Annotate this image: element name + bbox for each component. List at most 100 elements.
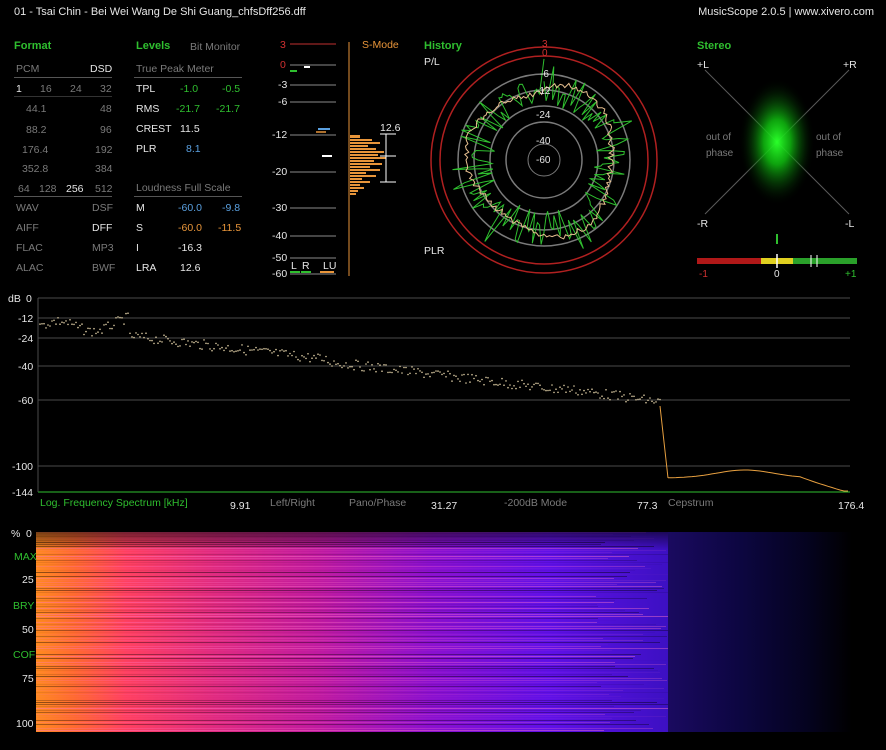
spectrogram-line	[36, 572, 630, 573]
spectrum-dot	[301, 354, 303, 357]
spectrogram-line	[36, 730, 604, 731]
dsd-label: DSD	[90, 63, 113, 75]
spectrum-dot	[125, 312, 127, 315]
spectrum-dot	[59, 323, 61, 325]
spectrum-dot	[637, 398, 639, 401]
spectrum-dot	[239, 349, 241, 351]
spectrogram-75: 75	[22, 673, 34, 685]
spectrum-dot	[433, 371, 435, 374]
spectrogram-line	[36, 688, 664, 689]
spectrum-dot	[41, 323, 43, 325]
spectrum-dot	[309, 360, 311, 363]
spectrum-dot	[345, 362, 347, 364]
rms-label: RMS	[136, 103, 160, 115]
spectrum-dot	[393, 368, 395, 371]
spectrogram-line	[36, 694, 609, 695]
spectrogram-line	[36, 720, 636, 721]
spectrogram-line	[36, 578, 614, 579]
left-right-button[interactable]: Left/Right	[270, 497, 315, 509]
spectrum-dot	[511, 387, 513, 390]
spectrum-dot	[89, 327, 91, 330]
loudness-heading: Loudness Full Scale	[136, 182, 231, 194]
cepstrum-button[interactable]: Cepstrum	[668, 497, 714, 509]
spectrum-dot	[141, 332, 143, 335]
spectrum-dot	[99, 328, 101, 331]
spectrum-dot	[273, 350, 275, 353]
ring-label-m12: -12	[536, 86, 551, 97]
meter-scale-m50: -50	[272, 252, 288, 264]
spectrum-dot	[209, 348, 211, 350]
spectrum-dot	[547, 389, 549, 392]
divider	[14, 77, 112, 78]
spectrum-dot	[587, 388, 589, 391]
spectrogram-line	[36, 700, 612, 701]
spectrogram-line	[36, 680, 667, 681]
spectrum-dot	[457, 378, 459, 380]
spectrum-dot	[347, 367, 349, 369]
spectrum-dot	[565, 391, 567, 393]
stereo-heading: Stereo	[697, 40, 732, 52]
spectrum-dot	[505, 380, 507, 382]
spectrum-dot	[379, 364, 381, 366]
spectrogram-line	[36, 566, 645, 567]
spectrum-dot	[87, 327, 89, 330]
spectrum-dot	[659, 398, 661, 401]
i-label: I	[136, 242, 139, 254]
spectrum-dot	[537, 382, 539, 385]
spectrum-dot	[207, 342, 209, 345]
spectrum-dot	[235, 350, 237, 352]
spectrum-dot	[153, 342, 155, 345]
spectrum-dot	[131, 336, 133, 338]
spectrum-dot	[593, 391, 595, 394]
spectrum-dot	[357, 360, 359, 363]
spectrum-dot	[135, 332, 137, 334]
spectrum-dot	[83, 333, 85, 336]
spectrum-x-9-91: 9.91	[230, 500, 251, 512]
spectrum-dot	[471, 373, 473, 376]
spectrum-dot	[255, 346, 257, 349]
spectrum-dot	[63, 322, 65, 324]
spectrogram-line	[36, 684, 644, 685]
spectrum-dot	[201, 348, 203, 350]
spectrum-dot	[455, 375, 457, 377]
spectrogram-line	[36, 602, 614, 603]
spectrum-dot	[325, 355, 327, 358]
smode-button[interactable]: S-Mode	[362, 39, 399, 51]
levels-heading: Levels	[136, 40, 171, 52]
spectrum-y-m100: -100	[12, 461, 34, 473]
stereo-minus-l: -L	[845, 218, 855, 230]
spectrum-dot	[275, 348, 277, 351]
spectrum-dot	[121, 317, 123, 319]
spectrum-dot	[461, 374, 463, 376]
pano-phase-button[interactable]: Pano/Phase	[349, 497, 407, 509]
spectrum-dot	[243, 351, 245, 354]
spectrogram-percent: %	[11, 528, 21, 540]
spectrum-dot	[643, 394, 645, 396]
minus-200db-mode-button[interactable]: -200dB Mode	[504, 497, 568, 509]
spectrum-dot	[435, 370, 437, 372]
spectrum-dot	[571, 389, 573, 391]
spectrum-dot	[447, 370, 449, 372]
level-meter	[290, 42, 396, 276]
spectrum-dot	[291, 354, 293, 357]
spectrogram-line	[36, 612, 639, 613]
spectrum-dot	[151, 339, 153, 342]
spectrum-dot	[559, 386, 561, 388]
spectrum-dot	[133, 336, 135, 339]
spectrogram-100: 100	[16, 718, 34, 730]
s-right: -11.5	[218, 222, 242, 234]
spectrum-dot	[333, 360, 335, 362]
spectrum-dot	[365, 363, 367, 365]
container-dsf: DSF	[92, 202, 113, 214]
s-left: -60.0	[178, 222, 202, 234]
spectrum-y-m144: -144	[12, 487, 34, 499]
spectrum-dot	[431, 371, 433, 374]
spectrogram-line	[36, 596, 596, 597]
spectrum-dot	[57, 317, 59, 319]
spectrum-dot	[327, 361, 329, 364]
meter-label-l: L	[291, 260, 297, 272]
spectrum-dot	[143, 336, 145, 339]
spectrum-dot	[641, 396, 643, 399]
spectrum-dot	[81, 323, 83, 325]
bit-monitor-button[interactable]: Bit Monitor	[190, 41, 241, 53]
